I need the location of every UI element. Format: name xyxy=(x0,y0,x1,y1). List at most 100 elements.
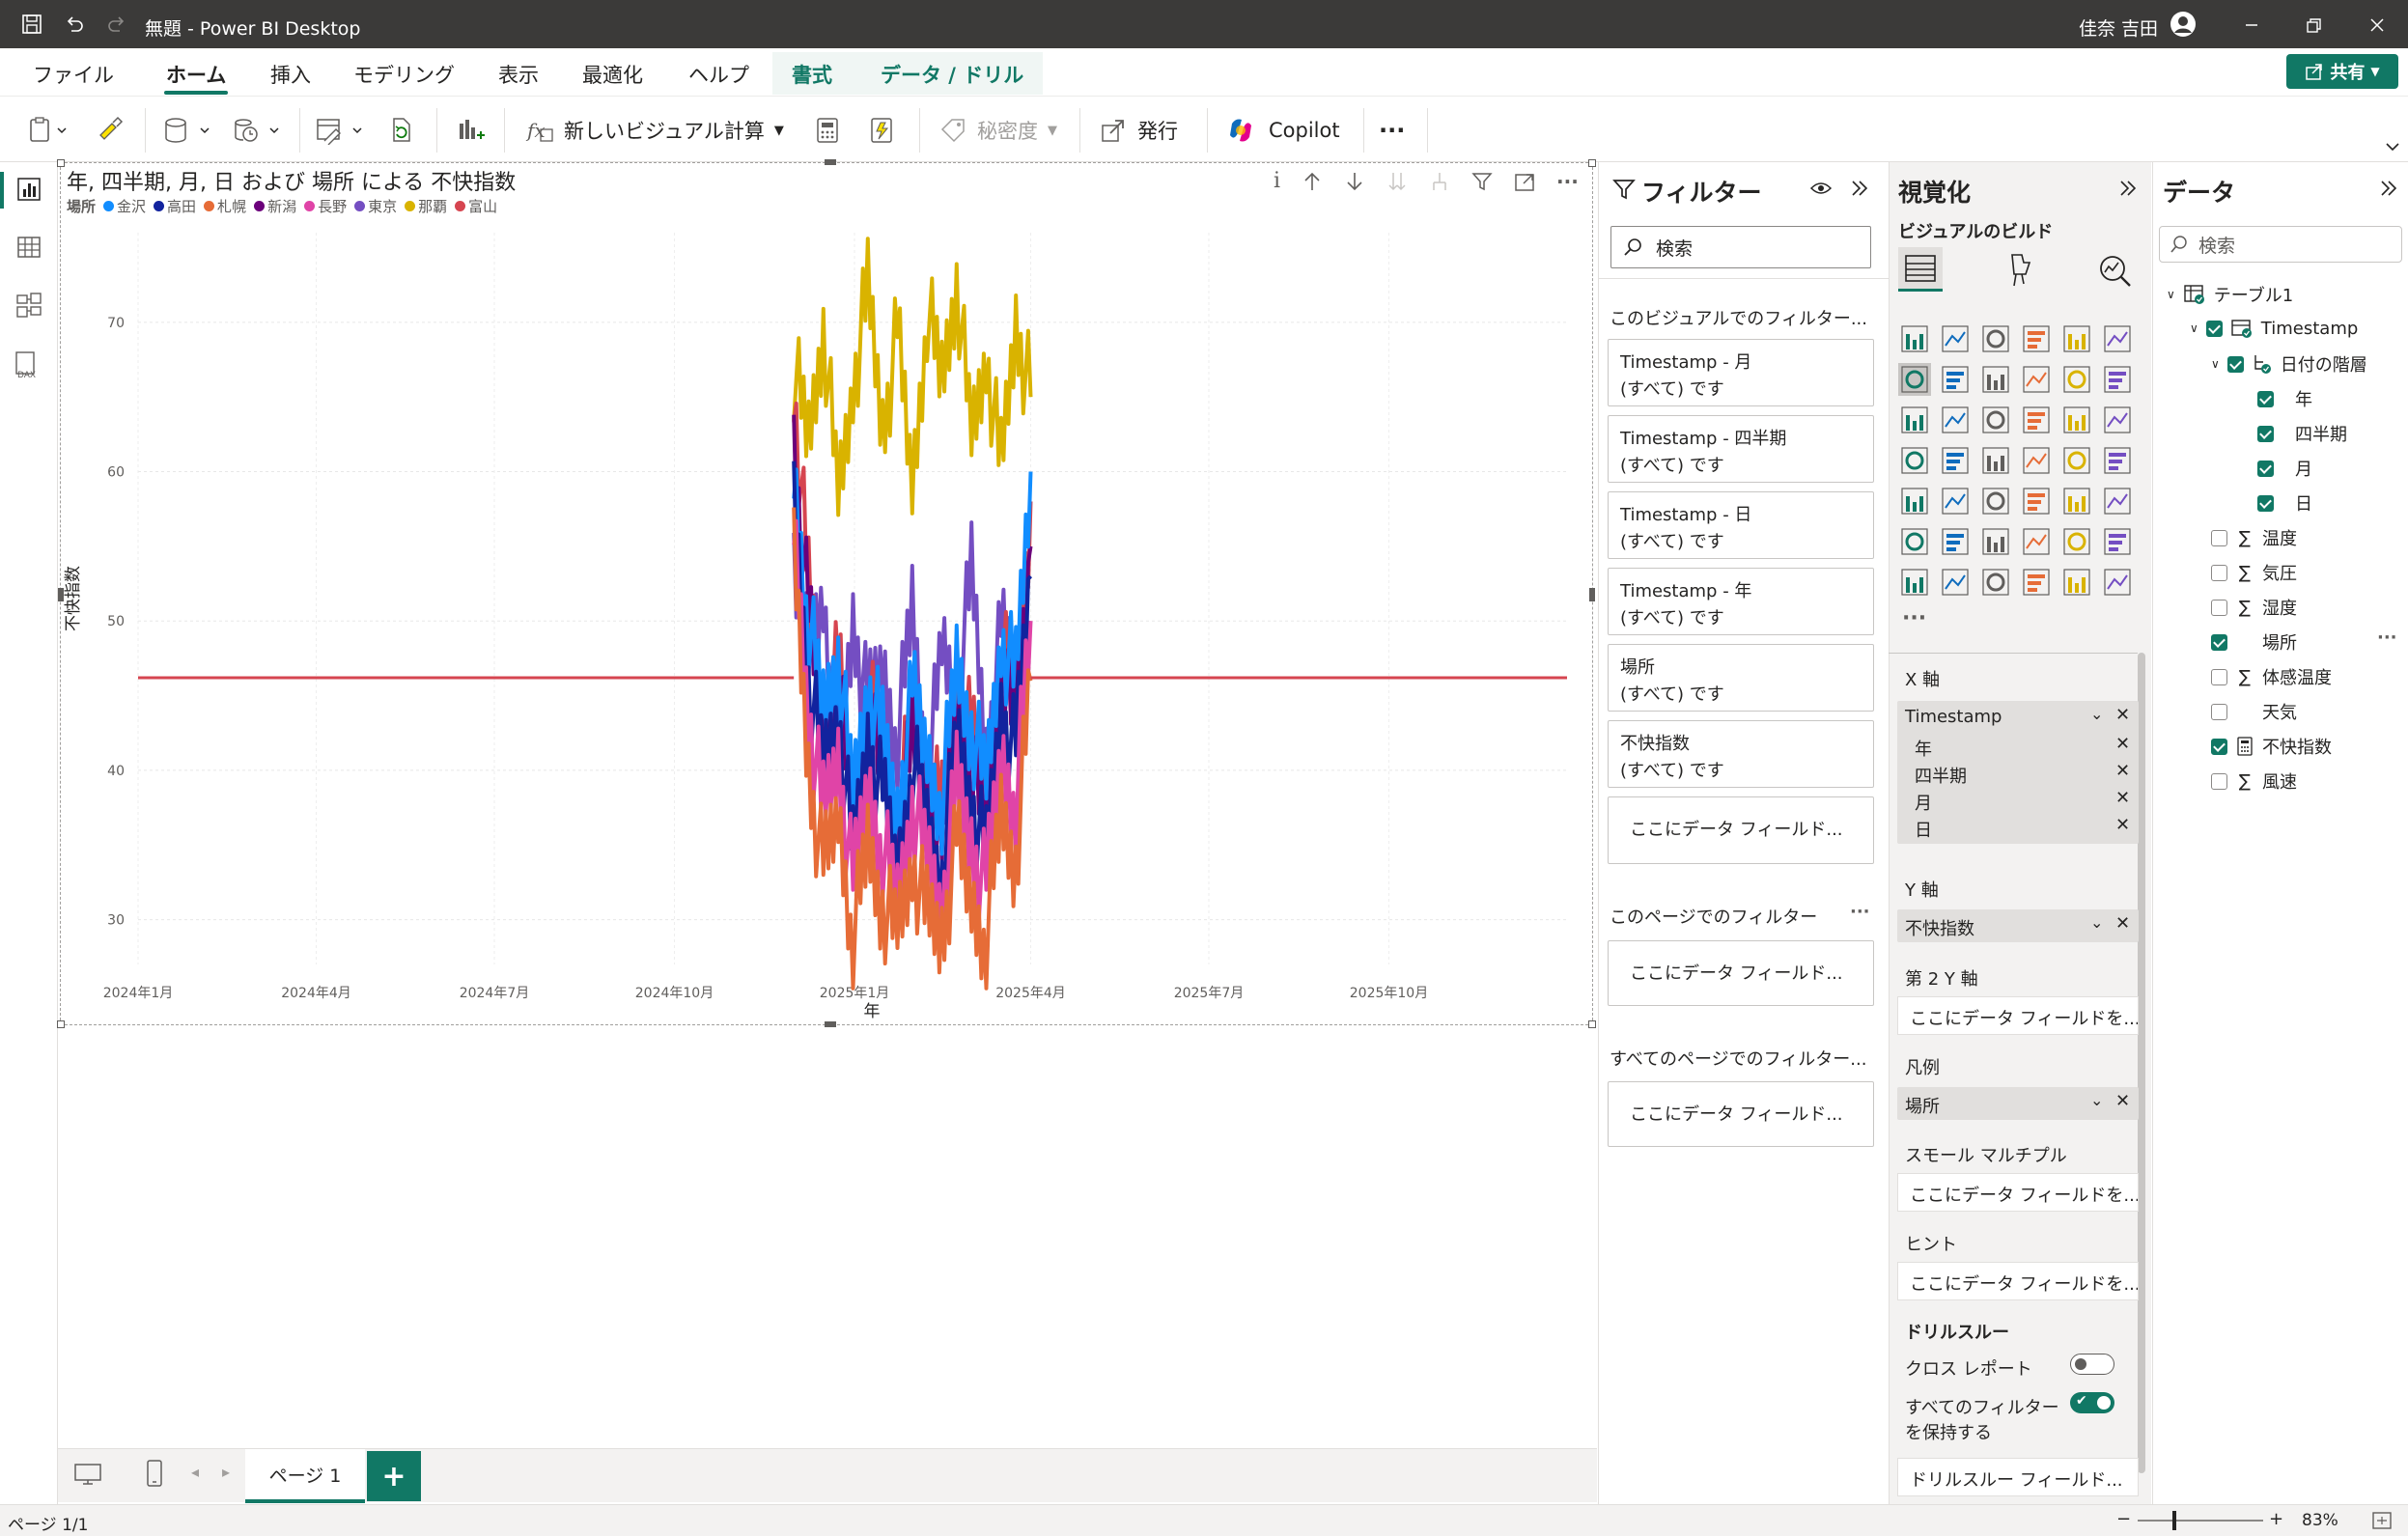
table-node[interactable]: ∨ テーブル1 xyxy=(2167,282,2293,307)
filter-card-quarter[interactable]: Timestamp - 四半期 (すべて) です xyxy=(1608,415,1874,483)
field-checkbox[interactable] xyxy=(2211,599,2227,616)
secondary-y-drop-zone[interactable]: ここにデータ フィールドを... xyxy=(1897,996,2139,1035)
page-tab-1[interactable]: ページ 1 xyxy=(245,1449,365,1503)
menu-home[interactable]: ホーム xyxy=(166,64,227,87)
legend-item[interactable]: 那覇 xyxy=(405,196,447,216)
visual-type-icon[interactable] xyxy=(2023,366,2050,393)
filter-card-location[interactable]: 場所 (すべて) です xyxy=(1608,644,1874,712)
new-visual-button[interactable] xyxy=(454,111,487,150)
data-search-input[interactable]: 検索 xyxy=(2159,226,2402,263)
resize-handle[interactable] xyxy=(57,1020,65,1028)
filters-search-input[interactable]: 検索 xyxy=(1610,226,1871,268)
zoom-out-icon[interactable]: − xyxy=(2116,1509,2132,1529)
refresh-button[interactable] xyxy=(386,111,417,150)
field-weather[interactable]: 天気 xyxy=(2211,699,2297,724)
legend-item[interactable]: 札幌 xyxy=(204,196,246,216)
visual-type-icon[interactable] xyxy=(1942,406,1969,433)
resize-handle[interactable] xyxy=(58,588,64,601)
dax-query-view-icon[interactable]: DAX xyxy=(14,349,42,378)
visual-type-icon[interactable] xyxy=(2104,569,2131,596)
remove-field-icon[interactable]: ✕ xyxy=(2115,734,2131,754)
copilot-button[interactable]: Copilot xyxy=(1226,111,1340,150)
model-view-icon[interactable] xyxy=(15,292,42,319)
visual-type-icon[interactable] xyxy=(2023,406,2050,433)
visual-type-icon[interactable] xyxy=(1898,363,1931,396)
level-checkbox[interactable] xyxy=(2257,460,2274,477)
date-hierarchy-node[interactable]: ∨ 日付の階層 xyxy=(2211,351,2367,377)
visual-type-icon[interactable] xyxy=(2023,488,2050,515)
transform-data-button[interactable] xyxy=(315,111,369,150)
field-checkbox[interactable] xyxy=(2211,738,2227,755)
save-icon[interactable] xyxy=(21,14,42,35)
more-visuals-icon[interactable]: ··· xyxy=(1902,606,1927,630)
resize-handle[interactable] xyxy=(825,159,836,165)
field-humidity[interactable]: ∑ 湿度 xyxy=(2211,595,2297,620)
visual-type-icon[interactable] xyxy=(2063,366,2090,393)
field-checkbox[interactable] xyxy=(2211,529,2227,546)
line-chart-visual[interactable]: 年, 四半期, 月, 日 および 場所 による 不快指数 場所 金沢 高田 札幌 新潟… xyxy=(57,159,1596,1028)
drill-up-icon[interactable] xyxy=(1302,171,1323,192)
redo-icon[interactable] xyxy=(106,14,127,35)
x-axis-well[interactable]: Timestamp ⌄ ✕ 年 ✕ 四半期 ✕ 月 ✕ 日 ✕ xyxy=(1897,701,2139,844)
series-line-0[interactable] xyxy=(792,237,1033,517)
add-page-button[interactable]: + xyxy=(367,1451,421,1501)
timestamp-checkbox[interactable] xyxy=(2205,320,2223,337)
visual-type-icon[interactable] xyxy=(1901,569,1928,596)
collapse-pane-icon[interactable] xyxy=(2377,178,2400,199)
collapse-pane-icon[interactable] xyxy=(1848,178,1871,199)
menu-modeling[interactable]: モデリング xyxy=(353,64,455,87)
visual-type-icon[interactable] xyxy=(2104,325,2131,352)
collapse-pane-icon[interactable] xyxy=(2116,178,2140,199)
line-chart-plot[interactable]: 30 40 50 60 70 2024年1月 2024年4月 2024年7月 2024年10月 2… xyxy=(61,221,1592,1022)
field-temperature[interactable]: ∑ 温度 xyxy=(2211,525,2297,550)
hierarchy-level-year[interactable]: 年 xyxy=(2257,386,2312,411)
visual-type-gallery[interactable] xyxy=(1894,319,2145,618)
focus-mode-icon[interactable] xyxy=(1514,171,1535,192)
visual-type-icon[interactable] xyxy=(1901,447,1928,474)
publish-button[interactable]: 発行 xyxy=(1099,111,1178,150)
resize-handle[interactable] xyxy=(1588,1020,1596,1028)
report-canvas[interactable]: 年, 四半期, 月, 日 および 場所 による 不快指数 場所 金沢 高田 札幌 新潟… xyxy=(57,159,1597,1446)
remove-field-icon[interactable]: ✕ xyxy=(2115,705,2131,725)
hierarchy-level-day[interactable]: 日 xyxy=(2257,490,2312,516)
visual-type-icon[interactable] xyxy=(2063,528,2090,555)
visual-type-icon[interactable] xyxy=(2104,488,2131,515)
zoom-slider-track[interactable] xyxy=(2138,1520,2263,1522)
field-checkbox[interactable] xyxy=(2211,703,2227,720)
visual-type-icon[interactable] xyxy=(2063,325,2090,352)
visual-type-icon[interactable] xyxy=(1942,447,1969,474)
fit-to-page-icon[interactable] xyxy=(2371,1511,2393,1530)
field-pressure[interactable]: ∑ 気圧 xyxy=(2211,560,2297,585)
visual-type-icon[interactable] xyxy=(1982,488,2009,515)
legend-item[interactable]: 新潟 xyxy=(254,196,296,216)
restore-icon[interactable] xyxy=(2304,15,2323,35)
new-visual-calc-button[interactable]: fx 新しいビジュアル計算 ▼ xyxy=(525,111,784,150)
scroll-tabs-left-icon[interactable]: ◂ xyxy=(191,1463,200,1481)
chevron-down-icon[interactable]: ⌄ xyxy=(2090,1091,2104,1109)
desktop-layout-icon[interactable] xyxy=(73,1463,102,1488)
cross-report-toggle[interactable] xyxy=(2070,1354,2114,1375)
visual-type-icon[interactable] xyxy=(2104,447,2131,474)
level-checkbox[interactable] xyxy=(2257,390,2274,407)
legend-item[interactable]: 長野 xyxy=(304,196,347,216)
viz-pane-scrollbar[interactable] xyxy=(2138,653,2145,1473)
remove-field-icon[interactable]: ✕ xyxy=(2115,788,2131,808)
visual-type-icon[interactable] xyxy=(1982,325,2009,352)
sensitivity-button[interactable]: 秘密度 ▼ xyxy=(938,111,1057,150)
timestamp-node[interactable]: ∨ Timestamp xyxy=(2190,317,2358,340)
field-discomfort-index[interactable]: 不快指数 xyxy=(2211,734,2332,759)
hierarchy-level-month[interactable]: 月 xyxy=(2257,456,2312,481)
menu-format[interactable]: 書式 xyxy=(792,64,832,87)
visual-type-icon[interactable] xyxy=(1901,528,1928,555)
menu-data-drill[interactable]: データ / ドリル xyxy=(881,64,1024,87)
remove-field-icon[interactable]: ✕ xyxy=(2115,913,2131,934)
drillthrough-drop-zone[interactable]: ドリルスルー フィールド... xyxy=(1897,1458,2139,1496)
hierarchy-checkbox[interactable] xyxy=(2226,355,2244,373)
tooltips-drop-zone[interactable]: ここにデータ フィールドを... xyxy=(1897,1262,2139,1300)
paste-button[interactable] xyxy=(27,111,70,150)
y-axis-well[interactable]: 不快指数 ⌄ ✕ xyxy=(1897,909,2139,942)
info-icon[interactable]: i xyxy=(1274,169,1281,193)
filter-card-month[interactable]: Timestamp - 月 (すべて) です xyxy=(1608,339,1874,406)
chevron-down-icon[interactable]: ⌄ xyxy=(2090,913,2104,932)
field-checkbox[interactable] xyxy=(2211,772,2227,790)
